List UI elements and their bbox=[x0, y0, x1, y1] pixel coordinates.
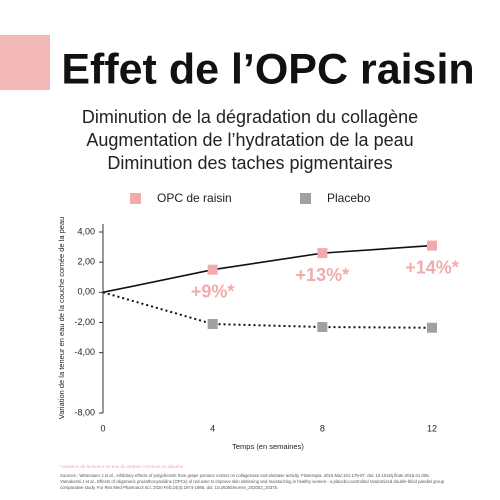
x-tick-label: 12 bbox=[427, 423, 437, 433]
legend-label: OPC de raisin bbox=[157, 191, 232, 205]
subtitle: Diminution de la dégradation du collagèn… bbox=[82, 107, 418, 127]
decor-block bbox=[0, 35, 50, 90]
x-tick-label: 4 bbox=[210, 423, 215, 433]
subtitle: Diminution des taches pigmentaires bbox=[107, 153, 392, 173]
marker bbox=[427, 240, 437, 251]
y-tick-label: -4,00 bbox=[74, 347, 95, 357]
source: comparative study. Fur Res Med Pharmacol… bbox=[60, 485, 278, 490]
title: Effet de l’OPC raisin bbox=[61, 45, 474, 93]
y-tick-label: -8,00 bbox=[74, 407, 95, 417]
y-tick-label: 4,00 bbox=[77, 226, 95, 236]
footnote: *Variation de la teneur en eau du stratu… bbox=[60, 464, 184, 469]
legend-swatch bbox=[300, 193, 311, 204]
annotation: +9%* bbox=[191, 281, 235, 301]
x-tick-label: 0 bbox=[100, 423, 105, 433]
marker bbox=[427, 322, 437, 333]
subtitle: Augmentation de l’hydratation de la peau bbox=[86, 130, 413, 150]
series-line bbox=[102, 244, 433, 294]
marker bbox=[207, 264, 218, 275]
y-tick-label: 0,00 bbox=[77, 287, 95, 297]
source: Yamakoshi J et al., Effects of oligomeri… bbox=[60, 479, 445, 484]
annotation: +14%* bbox=[405, 257, 459, 277]
y-axis-label: Variation de la teneur en eau de la couc… bbox=[57, 217, 66, 420]
annotation: +13%* bbox=[296, 265, 350, 285]
x-axis-label: Temps (en semaines) bbox=[232, 442, 304, 451]
marker bbox=[317, 322, 328, 333]
x-tick-label: 8 bbox=[320, 423, 325, 433]
marker bbox=[317, 248, 328, 259]
y-tick-label: 2,00 bbox=[77, 257, 95, 267]
y-tick-label: -2,00 bbox=[74, 317, 95, 327]
legend-swatch bbox=[130, 193, 141, 204]
legend-label: Placebo bbox=[327, 191, 371, 205]
source: Sources : Wittenauer J et al., Inhibitor… bbox=[60, 473, 430, 478]
marker bbox=[207, 319, 218, 330]
series-line bbox=[102, 291, 433, 329]
